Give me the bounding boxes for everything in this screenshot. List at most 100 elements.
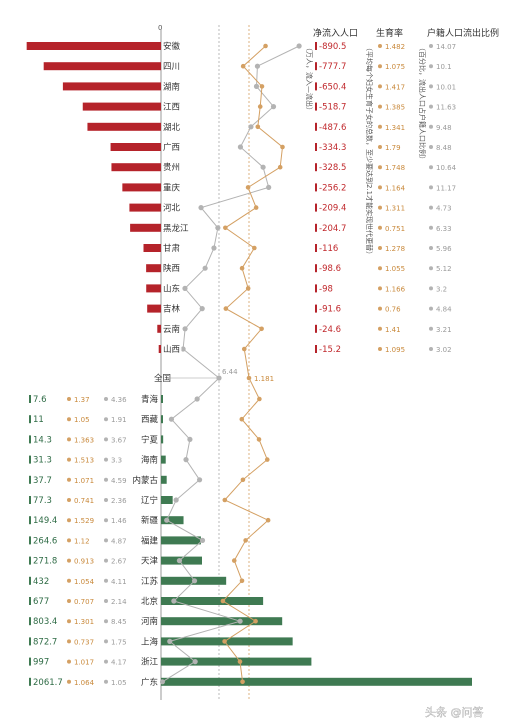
net-value-江苏: 432 (33, 577, 49, 587)
outflow-ratio-point (173, 497, 179, 503)
outflow-dot-legend (429, 145, 433, 149)
net-marker (29, 657, 31, 666)
province-label-bg (137, 574, 160, 588)
province-label-内蒙古: 内蒙古 (132, 475, 158, 486)
bar-宁夏 (161, 435, 164, 444)
outflow-value-海南: 3.3 (111, 457, 122, 465)
outflow-dot-legend (429, 205, 433, 210)
province-label-bg (161, 342, 182, 356)
fertility-point (220, 598, 226, 604)
net-value-河北: -209.4 (319, 204, 346, 214)
fertility-point (245, 286, 251, 291)
province-label-河南: 河南 (141, 616, 158, 627)
fertility-value-辽宁: 0.741 (74, 497, 94, 505)
province-label-bg (161, 59, 182, 73)
province-label-江西: 江西 (163, 103, 180, 113)
fertility-value-上海: 0.737 (74, 638, 94, 646)
fertility-value-四川: 1.075 (385, 63, 405, 71)
net-marker (315, 82, 317, 91)
fertility-value-海南: 1.513 (74, 457, 94, 465)
province-label-bg (137, 412, 160, 426)
fertility-dot-legend (378, 306, 382, 311)
outflow-dot-legend (104, 558, 108, 563)
fertility-point (245, 185, 251, 190)
fertility-value-天津: 0.913 (74, 558, 94, 566)
outflow-dot-legend (104, 417, 108, 422)
fertility-line (222, 45, 284, 682)
province-label-湖北: 湖北 (163, 123, 181, 133)
fertility-dot-legend (67, 518, 71, 523)
outflow-value-江苏: 4.11 (111, 578, 127, 586)
outflow-value-安徽: 14.07 (436, 43, 456, 51)
outflow-dot-legend (429, 104, 433, 109)
outflow-dot-legend (429, 246, 433, 250)
bar-广东 (161, 677, 472, 686)
outflow-dot-legend (429, 266, 433, 271)
net-value-上海: 872.7 (33, 637, 57, 647)
fertility-point (239, 265, 245, 271)
net-value-重庆: -256.2 (319, 183, 346, 193)
net-value-湖南: -650.4 (319, 82, 346, 92)
fertility-dot-legend (378, 44, 382, 48)
net-value-福建: 264.6 (33, 536, 57, 546)
outflow-dot-legend (104, 518, 108, 523)
province-label-山东: 山东 (163, 283, 180, 294)
outflow-ratio-point (253, 83, 260, 89)
outflow-value-江西: 11.63 (436, 104, 456, 112)
outflow-value-河南: 8.45 (111, 618, 127, 626)
bar-江西 (82, 102, 161, 111)
outflow-dot-legend (429, 44, 433, 48)
outflow-dot-legend (104, 538, 108, 543)
bar-湖北 (87, 122, 161, 131)
fertility-dot-legend (67, 498, 71, 502)
outflow-ratio-point (183, 457, 189, 463)
outflow-value-内蒙古: 4.59 (111, 477, 127, 485)
net-marker (315, 244, 317, 252)
outflow-dot-legend (104, 578, 108, 583)
fertility-dot-legend (67, 417, 71, 422)
province-label-bg (161, 79, 182, 93)
province-label-bg (161, 261, 182, 275)
zero-label: 0 (158, 24, 162, 32)
bar-广西 (110, 143, 161, 151)
bar-山西 (158, 345, 161, 353)
net-value-安徽: -890.5 (319, 42, 346, 52)
outflow-ratio-line (162, 45, 300, 683)
net-marker (315, 62, 317, 71)
national-fertility-value: 1.181 (254, 375, 274, 383)
province-label-广西: 广西 (163, 142, 180, 153)
fertility-point (263, 43, 268, 49)
province-label-bg (161, 100, 182, 114)
fertility-dot-legend (378, 246, 382, 250)
fertility-value-河南: 1.301 (74, 618, 94, 626)
fertility-point (256, 437, 262, 442)
fertility-dot-legend (67, 578, 71, 583)
bar-青海 (161, 395, 163, 403)
bar-辽宁 (161, 496, 173, 504)
net-marker (29, 496, 31, 504)
outflow-ratio-point (215, 225, 221, 231)
outflow-value-福建: 4.87 (111, 537, 127, 545)
province-label-bg (137, 554, 160, 568)
outflow-value-西藏: 1.91 (111, 416, 127, 424)
outflow-ratio-point (194, 396, 200, 402)
fertility-dot-legend (378, 266, 382, 271)
fertility-value-广东: 1.064 (74, 679, 95, 687)
net-value-北京: 677 (33, 597, 49, 607)
fertility-point (265, 517, 271, 523)
net-marker (29, 475, 31, 484)
province-label-吉林: 吉林 (163, 304, 181, 315)
bar-黑龙江 (130, 223, 161, 232)
outflow-dot-legend (104, 397, 108, 401)
net-marker (315, 122, 317, 131)
net-marker (29, 637, 31, 646)
province-label-山西: 山西 (163, 344, 180, 355)
fertility-value-西藏: 1.05 (74, 416, 90, 424)
fertility-dot-legend (378, 165, 382, 170)
outflow-ratio-point (199, 537, 206, 544)
province-label-黑龙江: 黑龙江 (163, 223, 189, 234)
net-value-江西: -518.7 (319, 103, 346, 113)
fertility-value-青海: 1.37 (74, 396, 90, 404)
fertility-dot-legend (378, 205, 382, 210)
outflow-value-青海: 4.36 (111, 396, 127, 404)
